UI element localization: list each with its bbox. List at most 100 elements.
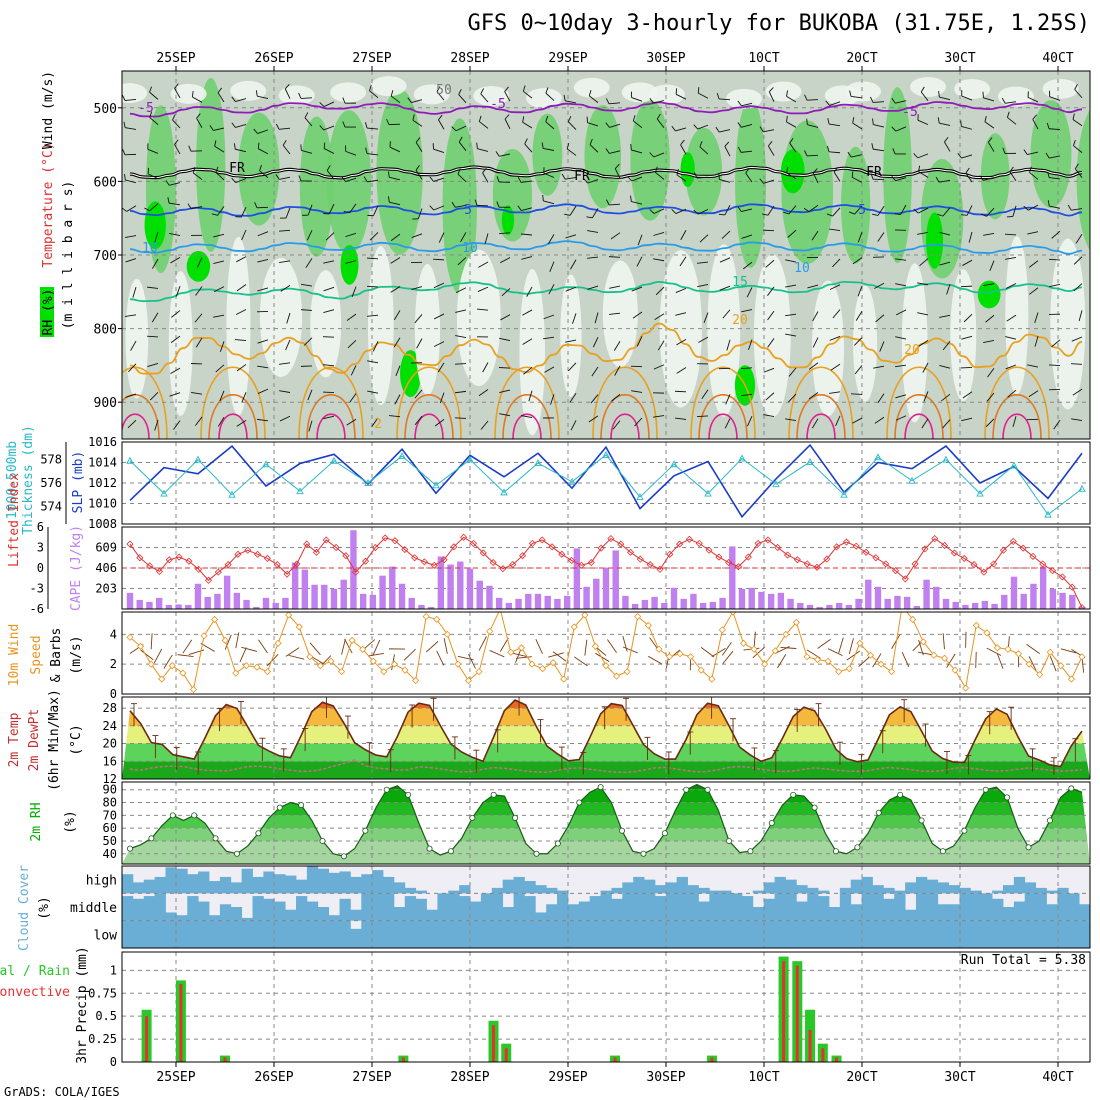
wind-barb xyxy=(608,256,621,258)
contour-label: FR xyxy=(229,161,245,176)
wind-barb xyxy=(789,142,797,153)
cloud-low-bar xyxy=(839,920,852,948)
thickness-marker xyxy=(296,487,304,495)
wind-barb-flag xyxy=(478,115,482,122)
cloud-high-bar xyxy=(1024,882,1037,894)
cloud-middle-bar xyxy=(850,904,862,921)
rh-2m-marker xyxy=(597,784,604,791)
wind-barb xyxy=(425,641,439,653)
cloud-low-bar xyxy=(926,920,939,948)
low-rh-region xyxy=(413,84,450,105)
cloud-low-bar xyxy=(132,920,145,948)
wind-barb xyxy=(917,232,929,235)
wind-barb xyxy=(224,634,232,650)
wind-barb-flag xyxy=(458,88,462,95)
wind-barb xyxy=(589,95,599,103)
cape-bar xyxy=(738,588,746,609)
wind-barb-flag xyxy=(504,86,509,92)
low-rh-region xyxy=(278,85,315,106)
wind-barb xyxy=(811,418,819,429)
thickness-marker xyxy=(568,477,576,485)
rh-moist-region xyxy=(735,98,767,268)
cloud-middle-bar xyxy=(209,915,221,921)
rh-2m-marker xyxy=(1004,794,1011,801)
wind-barb xyxy=(433,177,445,182)
wind-barb-flag xyxy=(342,121,346,128)
wind-barb xyxy=(1007,117,1017,125)
cloud-middle-bar xyxy=(122,896,134,921)
wind-speed-marker xyxy=(581,612,589,619)
wind-barb xyxy=(895,394,907,399)
wind-speed-marker xyxy=(285,612,293,619)
wind-barb-flag xyxy=(122,94,126,101)
wind-speed-marker xyxy=(517,644,525,652)
wind-barb xyxy=(939,364,951,369)
cloud-high-bar xyxy=(513,876,525,894)
cloud-low-bar xyxy=(709,920,721,948)
wind-barb-flag xyxy=(504,114,510,120)
cloud-middle-bar xyxy=(274,901,286,921)
cloud-high-bar xyxy=(219,876,232,894)
isotherm-25 xyxy=(208,394,258,439)
cloud-high-bar xyxy=(872,885,884,894)
rh-moist-region xyxy=(238,112,280,226)
cape-bar xyxy=(593,578,600,609)
wind-barb xyxy=(215,364,225,373)
lifted-index-marker xyxy=(941,541,949,550)
isotherm-25 xyxy=(796,394,846,439)
wind-barb xyxy=(1049,655,1057,672)
wind-barb xyxy=(367,127,379,130)
wind-barb xyxy=(806,154,819,157)
cloud-middle-bar xyxy=(644,893,656,921)
wind-barb xyxy=(767,205,775,216)
lifted-index-marker xyxy=(784,551,792,559)
lifted-index-marker xyxy=(175,553,183,561)
wind-barb-flag xyxy=(496,201,500,208)
wind-barb xyxy=(696,415,709,418)
wind-barb xyxy=(436,650,445,666)
cloud-middle-bar xyxy=(154,893,166,921)
wind-barb xyxy=(631,286,643,292)
wind-barb-flag xyxy=(583,178,588,184)
precip-convective-bar xyxy=(179,984,183,1062)
top-date-axis: 25SEP 26SEP 27SEP 28SEP 29SEP 30SEP 10CT 20CT 30… xyxy=(156,51,1074,71)
wind-barb xyxy=(636,336,643,347)
wind-barb xyxy=(126,205,137,212)
wind-barb xyxy=(149,391,159,401)
thickness-marker xyxy=(942,455,950,463)
wind-barb xyxy=(786,95,797,103)
lifted-index-marker xyxy=(970,561,978,569)
isotherm-25 xyxy=(698,394,748,439)
cloud-high-bar xyxy=(132,882,145,894)
cape-bar xyxy=(699,602,707,609)
wind-barb xyxy=(304,117,313,127)
wind-barb xyxy=(478,261,489,268)
thickness-marker xyxy=(704,489,712,497)
wind-barb xyxy=(922,362,929,373)
wind-barb xyxy=(763,414,775,418)
wind-barb-flag xyxy=(566,142,570,149)
cloud-middle-bar xyxy=(567,904,580,921)
wind-barb-flag xyxy=(561,173,566,180)
lifted-index-marker xyxy=(852,542,860,550)
cloud-low-bar xyxy=(774,920,786,948)
wind-barb xyxy=(191,206,203,210)
cloud-middle-bar xyxy=(219,904,232,921)
cloud-high-bar xyxy=(187,874,199,894)
wind-barb-flag xyxy=(192,167,196,174)
wind-barb xyxy=(323,364,335,367)
cloud-middle-bar xyxy=(828,907,841,921)
cape-bar xyxy=(165,604,173,609)
wind-barb xyxy=(147,148,159,154)
slp-tick-label: 1016 xyxy=(88,435,117,449)
cloud-middle-bar xyxy=(1079,904,1090,921)
wind-barb xyxy=(1073,256,1083,265)
wind-barb-flag xyxy=(412,114,415,121)
wind-barb-flag xyxy=(319,102,325,107)
wind-barb xyxy=(235,148,247,153)
thickness-tick-label: 578 xyxy=(40,453,62,467)
rh-2m-marker xyxy=(554,840,561,847)
wind-speed-marker xyxy=(697,666,705,674)
wind-barb xyxy=(174,144,181,155)
lifted-index-marker xyxy=(705,546,713,554)
